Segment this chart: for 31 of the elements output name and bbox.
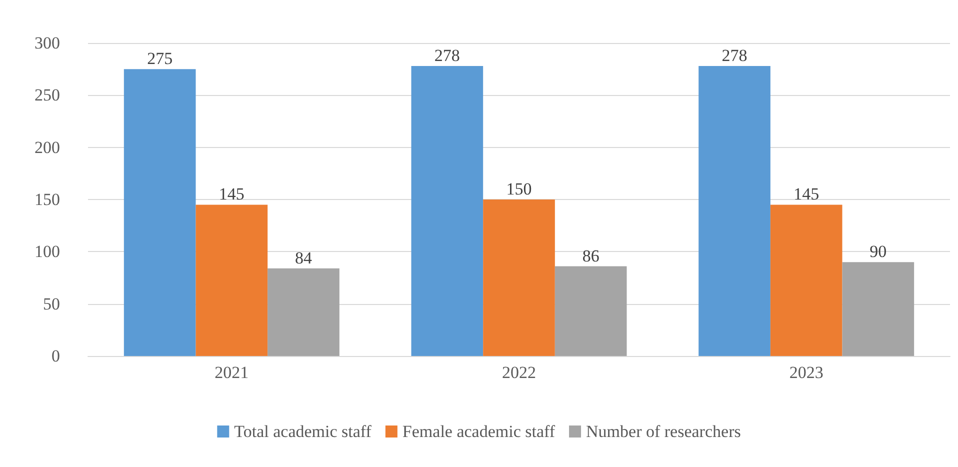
bar [196, 204, 268, 356]
y-tick-label: 150 [34, 190, 60, 209]
y-tick-label: 0 [52, 346, 60, 366]
x-tick-label: 2023 [789, 363, 824, 382]
data-label: 86 [582, 246, 600, 266]
data-label: 275 [147, 49, 173, 68]
y-tick-label: 100 [34, 242, 60, 262]
x-tick-label: 2022 [502, 363, 536, 382]
bar [554, 266, 627, 356]
data-label: 278 [722, 46, 748, 65]
bar [698, 66, 770, 356]
y-tick-label: 300 [34, 34, 60, 52]
data-label: 278 [434, 46, 460, 65]
x-tick-label: 2021 [214, 363, 249, 382]
legend-label: Female academic staff [402, 422, 556, 441]
legend-label: Total academic staff [234, 422, 372, 441]
bar [483, 200, 555, 356]
y-tick-label: 50 [43, 294, 60, 314]
bar [842, 262, 914, 356]
data-label: 90 [870, 242, 887, 262]
y-tick-label: 250 [34, 86, 60, 105]
legend-label: Number of researchers [586, 422, 741, 441]
bar [124, 69, 196, 356]
y-tick-label: 200 [34, 138, 60, 157]
data-label: 145 [218, 184, 244, 204]
data-label: 145 [794, 184, 820, 204]
bar [411, 66, 484, 356]
data-label: 84 [295, 248, 312, 268]
bar [770, 204, 842, 356]
bar [268, 268, 340, 356]
data-label: 150 [506, 180, 532, 198]
